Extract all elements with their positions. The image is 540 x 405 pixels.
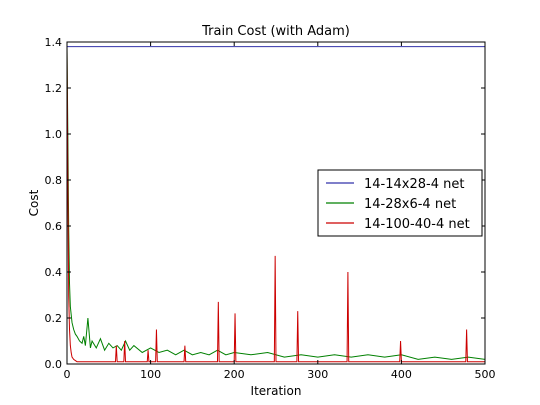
chart-title: Train Cost (with Adam)	[201, 24, 350, 39]
y-tick-label: 0.2	[45, 312, 63, 325]
y-tick-label: 0.8	[45, 174, 63, 187]
legend: 14-14x28-4 net 14-28x6-4 net 14-100-40-4 n…	[317, 169, 483, 237]
y-axis: 0.0 0.2 0.4 0.6 0.8 1.0 1.2 1.4	[45, 36, 485, 371]
y-tick-label: 0.0	[45, 358, 63, 371]
y-tick-label: 0.4	[45, 266, 63, 279]
plot-frame	[66, 41, 486, 365]
series-line-2	[67, 46, 485, 360]
x-axis: 0 100 200 300 400 500	[64, 42, 496, 381]
y-tick-label: 1.0	[45, 128, 63, 141]
x-axis-label: Iteration	[251, 384, 302, 398]
plot-area	[67, 46, 485, 363]
y-tick-label: 0.6	[45, 220, 63, 233]
x-tick-label: 400	[391, 368, 412, 381]
x-tick-label: 100	[140, 368, 161, 381]
x-tick-label: 500	[475, 368, 496, 381]
legend-label-3: 14-100-40-4 net	[364, 217, 470, 232]
y-tick-label: 1.2	[45, 82, 63, 95]
x-tick-label: 0	[64, 368, 71, 381]
x-tick-label: 200	[224, 368, 245, 381]
series-line-3	[67, 46, 485, 363]
legend-label-2: 14-28x6-4 net	[364, 197, 456, 212]
y-axis-label: Cost	[27, 189, 41, 216]
y-tick-label: 1.4	[45, 36, 63, 49]
legend-label-1: 14-14x28-4 net	[364, 177, 464, 192]
x-tick-label: 300	[307, 368, 328, 381]
